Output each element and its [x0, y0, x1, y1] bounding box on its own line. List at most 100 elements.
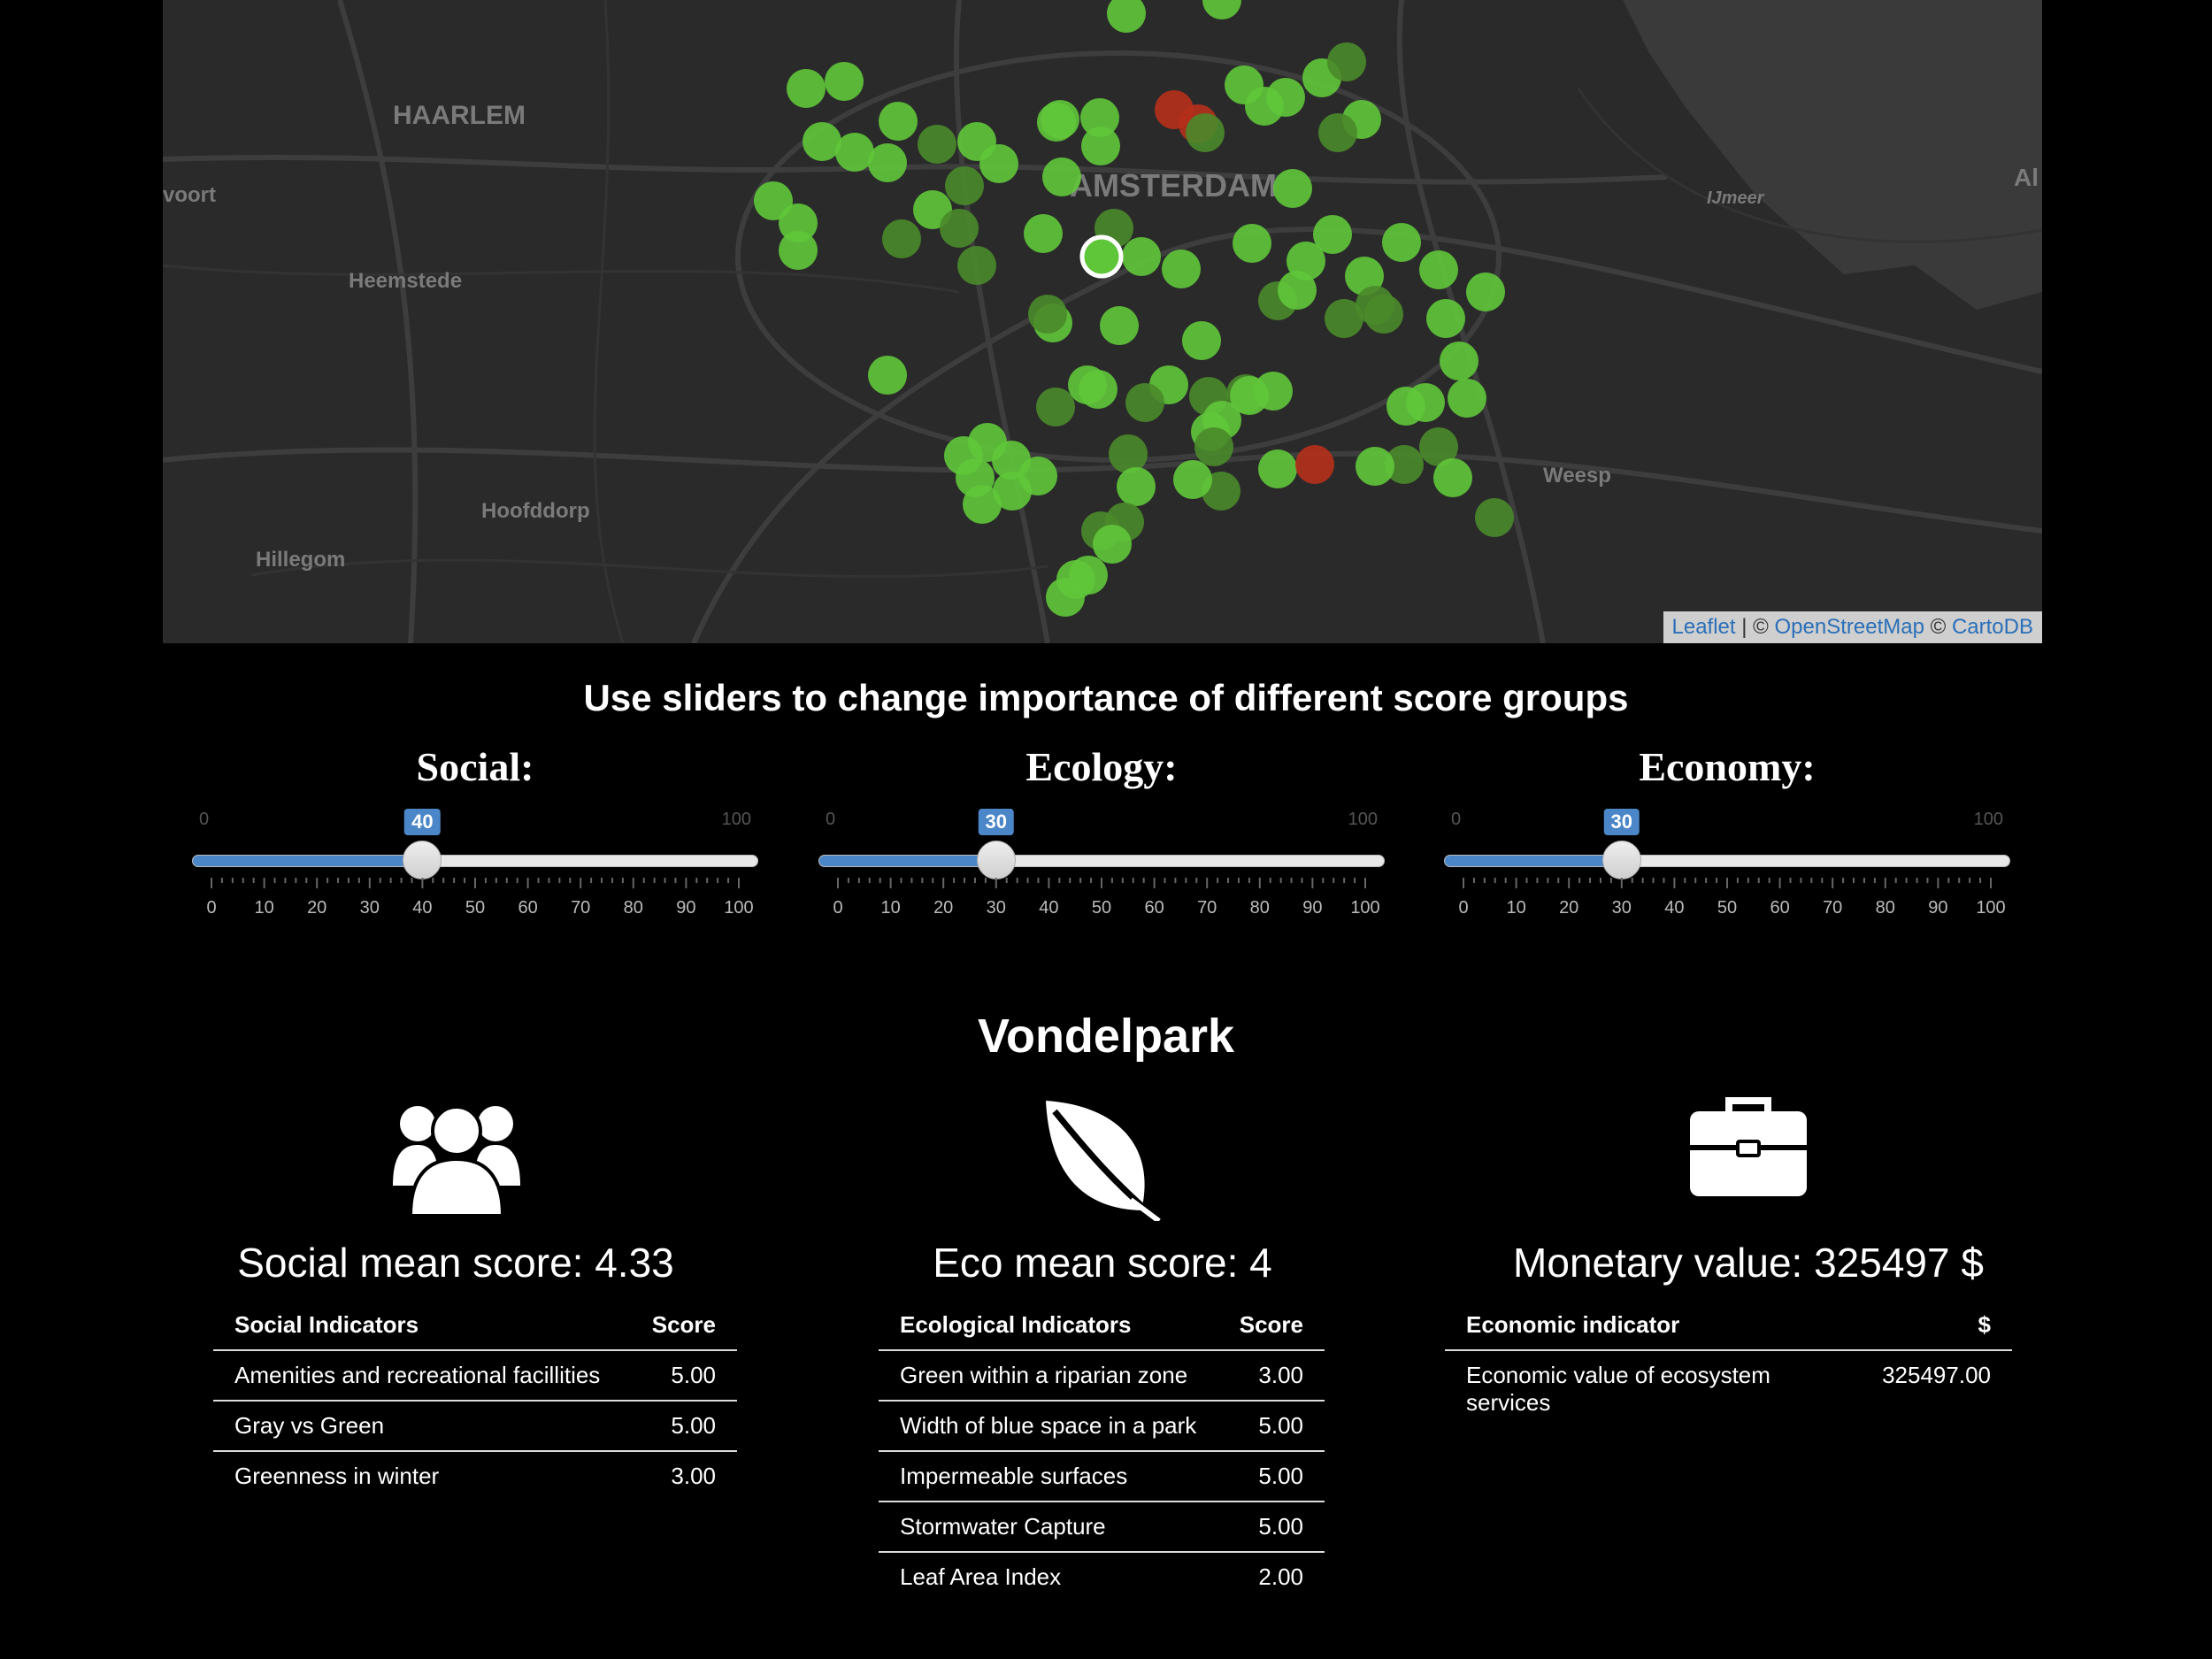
- park-marker[interactable]: [1080, 98, 1119, 137]
- park-marker[interactable]: [1426, 299, 1465, 338]
- park-marker[interactable]: [1162, 250, 1201, 288]
- park-marker[interactable]: [1466, 273, 1505, 311]
- slider-tick-label: 30: [1612, 898, 1632, 918]
- park-marker[interactable]: [868, 356, 907, 395]
- park-marker[interactable]: [1327, 42, 1366, 81]
- park-marker[interactable]: [1107, 0, 1146, 33]
- park-marker[interactable]: [1356, 447, 1394, 486]
- park-marker[interactable]: [879, 102, 918, 141]
- park-marker[interactable]: [1109, 434, 1148, 473]
- park-marker[interactable]: [1173, 460, 1212, 499]
- slider-track[interactable]: [818, 855, 1385, 867]
- map-label-heemstede: Heemstede: [349, 269, 462, 293]
- slider-track[interactable]: [1444, 855, 2010, 867]
- park-marker[interactable]: [1202, 0, 1241, 19]
- indicator-name: Impermeable surfaces: [879, 1451, 1218, 1502]
- park-marker[interactable]: [1036, 388, 1075, 426]
- park-marker[interactable]: [1024, 214, 1063, 253]
- park-marker[interactable]: [1194, 427, 1233, 466]
- park-marker[interactable]: [868, 143, 907, 182]
- map-label-hoofddorp: Hoofddorp: [481, 499, 590, 523]
- park-marker[interactable]: [1093, 525, 1132, 564]
- cartodb-link[interactable]: CartoDB: [1951, 615, 2033, 639]
- park-marker[interactable]: [1278, 271, 1317, 310]
- slider-handle[interactable]: [1601, 841, 1641, 879]
- park-marker[interactable]: [963, 485, 1002, 524]
- park-marker[interactable]: [1419, 250, 1458, 289]
- slider-tick-label: 60: [1144, 898, 1164, 918]
- park-marker[interactable]: [918, 125, 956, 164]
- park-marker[interactable]: [754, 181, 793, 220]
- indicator-score: 5.00: [628, 1350, 737, 1402]
- park-marker[interactable]: [1042, 157, 1081, 196]
- slider-min-label: 0: [826, 810, 836, 829]
- park-marker[interactable]: [1475, 498, 1514, 537]
- indicator-name: Width of blue space in a park: [879, 1401, 1218, 1452]
- slider-tick-label: 70: [1197, 898, 1217, 918]
- park-marker[interactable]: [940, 209, 979, 248]
- park-marker[interactable]: [835, 133, 874, 172]
- slider-tick-label: 0: [206, 898, 216, 918]
- openstreetmap-link[interactable]: OpenStreetMap: [1774, 615, 1924, 639]
- park-marker[interactable]: [1318, 113, 1357, 152]
- park-marker[interactable]: [1266, 78, 1305, 117]
- park-marker[interactable]: [993, 472, 1032, 511]
- park-marker[interactable]: [945, 166, 984, 205]
- park-marker[interactable]: [779, 204, 818, 242]
- slider-tick-label: 40: [412, 898, 432, 918]
- park-marker[interactable]: [882, 219, 921, 258]
- park-marker[interactable]: [1028, 295, 1067, 334]
- map[interactable]: HAARLEM AMSTERDAM Heemstede Hoofddorp Hi…: [163, 0, 2042, 643]
- park-marker[interactable]: [1122, 237, 1161, 276]
- park-marker[interactable]: [1233, 224, 1271, 263]
- park-marker[interactable]: [1295, 445, 1334, 484]
- park-marker[interactable]: [1273, 169, 1312, 208]
- park-marker[interactable]: [1056, 560, 1095, 599]
- park-marker[interactable]: [1286, 242, 1325, 280]
- park-marker[interactable]: [1125, 383, 1164, 422]
- park-marker[interactable]: [779, 231, 818, 270]
- indicator-value: 325497.00: [1882, 1362, 1991, 1388]
- selected-park-marker[interactable]: [1079, 234, 1124, 279]
- park-marker[interactable]: [979, 144, 1018, 183]
- slider-value-bubble: 30: [1603, 809, 1640, 835]
- park-marker[interactable]: [1440, 342, 1479, 380]
- park-marker[interactable]: [957, 246, 996, 285]
- park-marker[interactable]: [1386, 387, 1425, 426]
- park-marker[interactable]: [1254, 372, 1293, 411]
- park-marker[interactable]: [787, 69, 826, 108]
- park-marker[interactable]: [1037, 103, 1076, 142]
- table-row: Economic value of ecosystem services 3254…: [1445, 1350, 2012, 1427]
- park-marker[interactable]: [1325, 299, 1363, 338]
- slider-fill: [193, 856, 424, 866]
- indicator-score: 5.00: [628, 1401, 737, 1452]
- park-marker[interactable]: [1186, 113, 1225, 152]
- park-marker[interactable]: [1382, 223, 1421, 262]
- slider-handle[interactable]: [976, 841, 1016, 879]
- park-marker[interactable]: [1182, 321, 1221, 360]
- indicator-name: Greenness in winter: [234, 1463, 440, 1489]
- park-marker[interactable]: [1433, 458, 1472, 497]
- park-marker[interactable]: [1356, 286, 1394, 325]
- park-marker[interactable]: [825, 62, 864, 101]
- park-marker[interactable]: [1313, 215, 1352, 254]
- park-marker[interactable]: [1081, 127, 1120, 165]
- slider-handle[interactable]: [403, 841, 442, 879]
- park-marker[interactable]: [803, 122, 841, 161]
- park-marker[interactable]: [1079, 370, 1118, 409]
- park-marker[interactable]: [1448, 379, 1486, 418]
- slider-tick-label: 0: [1458, 898, 1468, 918]
- park-marker[interactable]: [1345, 257, 1384, 296]
- map-canvas[interactable]: HAARLEM AMSTERDAM Heemstede Hoofddorp Hi…: [163, 0, 2042, 643]
- park-marker[interactable]: [1385, 445, 1424, 484]
- leaflet-link[interactable]: Leaflet: [1671, 615, 1736, 639]
- park-marker[interactable]: [1419, 427, 1458, 466]
- park-markers: [754, 0, 1514, 617]
- slider-tick-label: 0: [833, 898, 842, 918]
- slider-track[interactable]: [192, 855, 758, 867]
- slider-tick-label: 20: [1559, 898, 1578, 918]
- park-marker[interactable]: [1117, 467, 1156, 506]
- park-marker[interactable]: [1100, 306, 1139, 345]
- indicator-name: Gray vs Green: [213, 1401, 629, 1452]
- park-marker[interactable]: [1258, 449, 1297, 488]
